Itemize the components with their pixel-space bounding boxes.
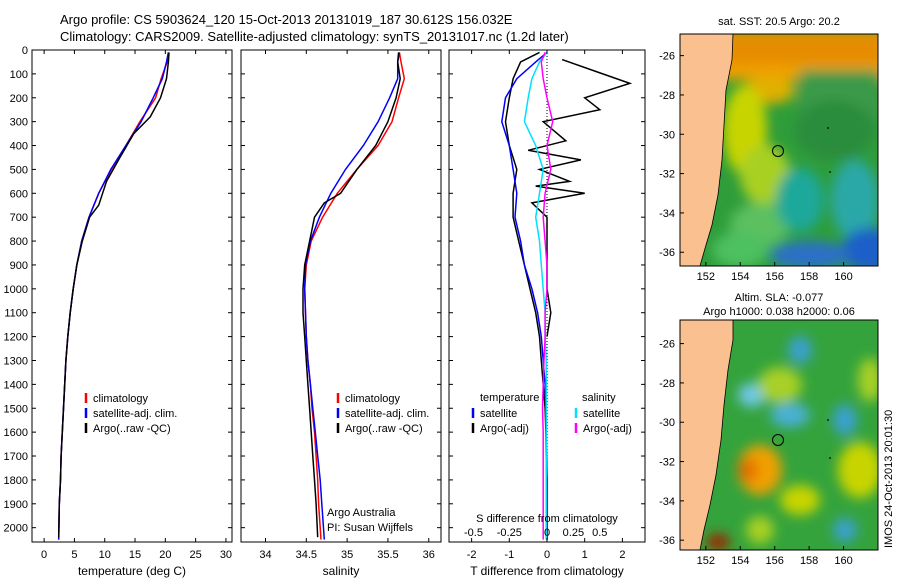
x-tick-label: 0 — [41, 549, 47, 561]
y-tick-label: 600 — [10, 188, 28, 200]
annotation-pi: PI: Susan Wijffels — [327, 522, 413, 534]
x-tick-label: 158 — [800, 555, 818, 567]
legend-header-temperature: temperature — [480, 392, 539, 404]
y-tick-label: 1100 — [4, 308, 28, 320]
y-tick-label: -26 — [659, 51, 675, 63]
y-tick-label: -28 — [659, 90, 675, 102]
legend-label-0: climatology — [93, 393, 149, 405]
x-tick-label: 1 — [582, 549, 588, 561]
y-tick-label: 1900 — [4, 499, 28, 511]
annotation-argo-australia: Argo Australia — [327, 507, 396, 519]
y-tick-label: -36 — [659, 535, 675, 547]
y-tick-label: 300 — [10, 117, 28, 129]
y-tick-label: 2000 — [4, 523, 28, 535]
x-axis-label-s: S difference from climatology — [476, 513, 618, 525]
legend-label-2: Argo(..raw -QC) — [345, 423, 423, 435]
legend-label-0: satellite — [480, 408, 517, 420]
y-tick-label: 1200 — [4, 332, 28, 344]
x-tick-label: 152 — [697, 271, 715, 283]
y-tick-label: -34 — [659, 208, 675, 220]
figure: 0 5 10 15 20 25 30temperature (deg C)010020030… — [0, 0, 900, 580]
x-tick-label-s: 0.5 — [592, 527, 607, 539]
x-tick-label: 15 — [129, 549, 141, 561]
map-title-1: Argo h1000: 0.038 h2000: 0.06 — [703, 306, 855, 318]
x-tick-label: 152 — [697, 555, 715, 567]
y-tick-label: -30 — [659, 129, 675, 141]
x-tick-label-s: -0.5 — [464, 527, 483, 539]
x-tick-label: 20 — [159, 549, 171, 561]
y-tick-label: 100 — [10, 69, 28, 81]
y-tick-label: 200 — [10, 93, 28, 105]
y-tick-label: 1400 — [4, 379, 28, 391]
x-tick-label: 34 — [259, 549, 271, 561]
plot-area — [32, 50, 232, 542]
plot-area — [241, 50, 441, 542]
y-tick-label: 1500 — [4, 403, 28, 415]
map-title-0: Altim. SLA: -0.077 — [735, 292, 824, 304]
x-tick-label: 156 — [766, 555, 784, 567]
y-tick-label: -26 — [659, 339, 675, 351]
watermark: IMOS 24-Oct-2013 20:01:30 — [883, 410, 895, 548]
salinity-panel: 34 34.5 35 35.5 36 salinity climatology satelli… — [241, 50, 441, 578]
legend-label-2: satellite — [583, 408, 620, 420]
x-tick-label: 154 — [731, 555, 749, 567]
legend-label-1: satellite-adj. clim. — [93, 408, 177, 420]
sst-map: 152 154 156 158 160 -26 -28 -30 -32 -34 -36 sat. SS… — [659, 16, 898, 283]
x-tick-label: -2 — [467, 549, 477, 561]
x-tick-label: 34.5 — [296, 549, 317, 561]
y-tick-label: 400 — [10, 141, 28, 153]
y-tick-label: -30 — [659, 417, 675, 429]
x-axis-label: salinity — [323, 564, 360, 578]
y-tick-label: -32 — [659, 457, 675, 469]
x-axis-label: T difference from climatology — [470, 564, 624, 578]
x-tick-label: 160 — [834, 271, 852, 283]
x-tick-label: 160 — [834, 555, 852, 567]
x-tick-label: 2 — [619, 549, 625, 561]
y-tick-label: -32 — [659, 169, 675, 181]
x-tick-label: 154 — [731, 271, 749, 283]
x-tick-label: 30 — [220, 549, 232, 561]
x-tick-label: 25 — [190, 549, 202, 561]
y-tick-label: 700 — [10, 212, 28, 224]
y-tick-label: -28 — [659, 378, 675, 390]
y-tick-label: -34 — [659, 496, 675, 508]
y-tick-label: 1800 — [4, 475, 28, 487]
x-tick-label: 35.5 — [377, 549, 398, 561]
x-tick-label-s: 0 — [544, 527, 550, 539]
legend-header-salinity: salinity — [582, 392, 616, 404]
y-tick-label: 1300 — [4, 355, 28, 367]
x-tick-label: 0 — [544, 549, 550, 561]
y-tick-label: 1700 — [4, 451, 28, 463]
y-tick-label: 800 — [10, 236, 28, 248]
y-tick-label: 500 — [10, 164, 28, 176]
legend-label-3: Argo(-adj) — [583, 423, 632, 435]
difference-panel: -2 -1 0 1 2 -0.5 -0.25 0 0.25 0.5 S difference fro… — [449, 50, 645, 578]
x-tick-label: 158 — [800, 271, 818, 283]
x-tick-label-s: -0.25 — [497, 527, 522, 539]
legend-label-0: climatology — [345, 393, 401, 405]
x-tick-label-s: 0.25 — [563, 527, 584, 539]
y-tick-label: 900 — [10, 260, 28, 272]
sla-map: 152 154 156 158 160 -26 -28 -30 -32 -34 -36 Altim. … — [659, 292, 882, 567]
x-tick-label: 36 — [423, 549, 435, 561]
x-tick-label: 5 — [71, 549, 77, 561]
y-tick-label: -36 — [659, 247, 675, 259]
y-tick-label: 1600 — [4, 427, 28, 439]
legend-label-1: Argo(-adj) — [480, 423, 529, 435]
x-tick-label: 35 — [341, 549, 353, 561]
x-tick-label: 156 — [766, 271, 784, 283]
x-axis-label: temperature (deg C) — [78, 564, 186, 578]
map-title-0: sat. SST: 20.5 Argo: 20.2 — [718, 16, 840, 28]
y-tick-label: 0 — [22, 45, 28, 57]
temperature-panel: 0 5 10 15 20 25 30 temperature (deg C) 0 100 200 30… — [4, 45, 233, 578]
y-tick-label: 1000 — [4, 284, 28, 296]
legend-label-2: Argo(..raw -QC) — [93, 423, 171, 435]
x-tick-label: -1 — [504, 549, 514, 561]
x-tick-label: 10 — [99, 549, 111, 561]
legend-label-1: satellite-adj. clim. — [345, 408, 429, 420]
